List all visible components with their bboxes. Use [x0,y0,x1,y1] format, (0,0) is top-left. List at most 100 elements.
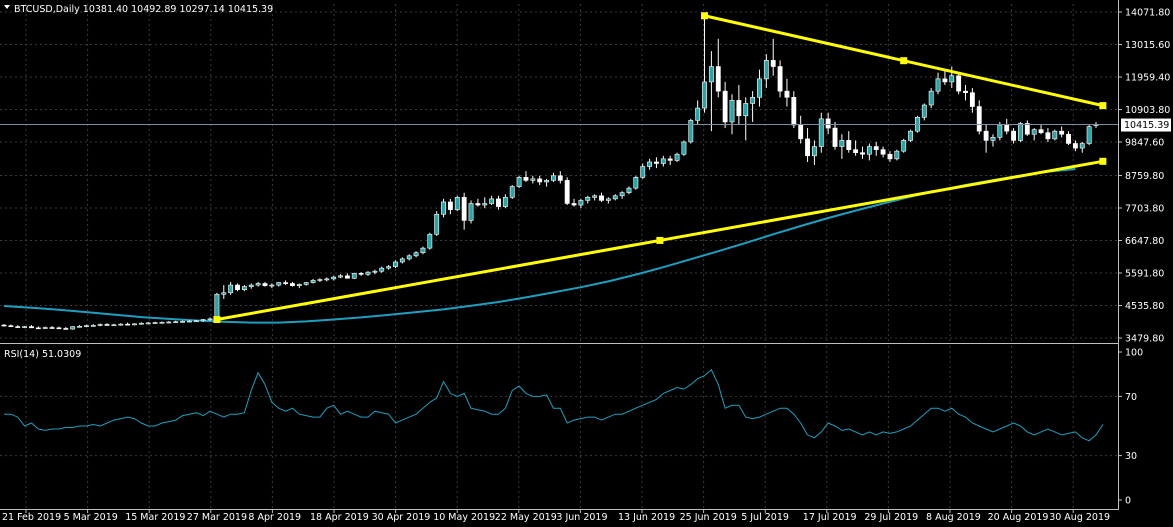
bull-candle[interactable] [928,90,934,106]
bear-candle[interactable] [715,66,721,92]
bear-candle[interactable] [461,197,467,221]
bull-candle[interactable] [420,247,426,254]
bear-candle[interactable] [983,130,989,141]
bull-candle[interactable] [379,267,385,272]
trendline-handle[interactable] [656,236,664,244]
bull-candle[interactable] [949,75,955,83]
bear-candle[interactable] [1059,130,1065,135]
bear-candle[interactable] [1045,132,1051,140]
bull-candle[interactable] [585,197,591,201]
bull-candle[interactable] [990,137,996,141]
bull-candle[interactable] [193,320,199,323]
bull-candle[interactable] [866,146,872,155]
bull-candle[interactable] [351,273,357,279]
bear-candle[interactable] [496,198,501,207]
bull-candle[interactable] [1086,126,1092,144]
bull-candle[interactable] [468,203,474,221]
bull-candle[interactable] [454,197,460,210]
bull-candle[interactable] [702,81,707,109]
bear-candle[interactable] [873,146,879,150]
bull-candle[interactable] [248,284,254,287]
bull-candle[interactable] [509,186,515,198]
bull-candle[interactable] [530,178,536,181]
bear-candle[interactable] [805,138,810,157]
bull-candle[interactable] [997,124,1003,138]
bull-candle[interactable] [132,323,137,326]
bull-candle[interactable] [482,203,488,206]
bull-candle[interactable] [1079,143,1085,149]
bull-candle[interactable] [544,180,549,183]
bull-candle[interactable] [303,282,309,285]
bull-candle[interactable] [296,284,302,286]
bull-candle[interactable] [393,261,398,267]
bull-candle[interactable] [660,158,666,164]
bull-candle[interactable] [612,195,618,200]
bull-candle[interactable] [83,325,89,327]
bull-candle[interactable] [152,322,158,324]
bull-candle[interactable] [145,322,151,325]
bear-candle[interactable] [564,180,570,204]
bull-candle[interactable] [551,175,556,181]
bull-candle[interactable] [640,166,646,178]
bull-candle[interactable] [647,161,653,167]
bull-candle[interactable] [255,283,261,286]
bull-candle[interactable] [386,266,392,269]
bull-candle[interactable] [592,195,598,198]
bull-candle[interactable] [681,141,687,155]
bear-candle[interactable] [722,90,728,123]
bull-candle[interactable] [441,201,446,215]
bear-candle[interactable] [1004,124,1010,132]
bear-candle[interactable] [8,325,14,327]
bear-candle[interactable] [475,203,481,206]
bull-candle[interactable] [173,321,179,323]
bull-candle[interactable] [619,192,625,197]
bull-candle[interactable] [743,103,749,117]
bear-candle[interactable] [537,178,543,183]
bull-candle[interactable] [324,278,330,281]
bull-candle[interactable] [399,258,405,263]
bull-candle[interactable] [97,324,103,326]
bull-candle[interactable] [207,318,213,321]
bear-candle[interactable] [49,327,55,329]
bull-candle[interactable] [365,271,371,275]
bear-candle[interactable] [235,284,240,290]
bull-candle[interactable] [605,198,611,201]
bull-candle[interactable] [921,104,927,118]
bear-candle[interactable] [777,66,783,92]
bull-candle[interactable] [214,293,220,320]
bear-candle[interactable] [798,124,804,140]
bear-candle[interactable] [654,161,659,164]
bull-candle[interactable] [221,292,227,295]
bull-candle[interactable] [241,286,247,290]
bear-candle[interactable] [860,152,865,155]
bull-candle[interactable] [111,324,117,327]
bear-candle[interactable] [15,326,21,328]
bear-candle[interactable] [1038,129,1044,134]
trendline-handle[interactable] [1099,102,1107,110]
bear-candle[interactable] [29,326,34,329]
bear-candle[interactable] [846,140,852,150]
bear-candle[interactable] [791,97,797,126]
trendline-handle[interactable] [213,316,221,324]
bear-candle[interactable] [290,283,295,286]
bear-candle[interactable] [1024,123,1030,135]
bear-candle[interactable] [956,75,962,92]
bull-candle[interactable] [42,327,48,329]
bull-candle[interactable] [763,60,769,80]
bear-candle[interactable] [963,90,968,93]
bear-candle[interactable] [887,153,893,160]
bear-candle[interactable] [825,118,831,129]
bull-candle[interactable] [750,97,756,104]
trendline-handle[interactable] [900,57,908,65]
bull-candle[interactable] [674,153,680,161]
bear-candle[interactable] [969,92,975,107]
bear-candle[interactable] [523,177,529,181]
bull-candle[interactable] [688,120,694,143]
trendline-handle[interactable] [1099,157,1107,165]
trendline-layer[interactable] [213,12,1107,324]
bull-candle[interactable] [413,252,419,257]
bear-candle[interactable] [1072,143,1078,149]
bull-candle[interactable] [434,213,440,235]
bear-candle[interactable] [976,106,982,132]
